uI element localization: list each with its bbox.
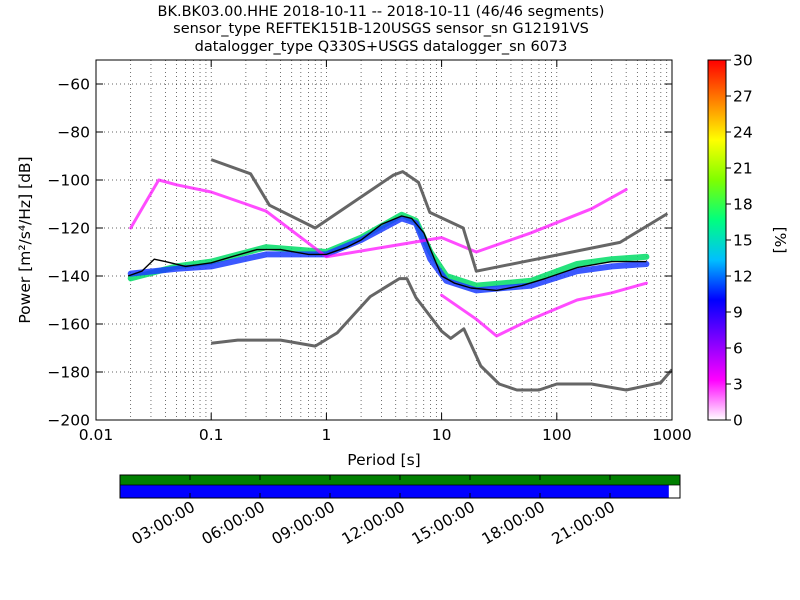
- x-tick-label: 100: [542, 426, 572, 444]
- title-line-2: sensor_type REFTEK151B-120USGS sensor_sn…: [173, 21, 589, 37]
- plot-area: [96, 60, 672, 420]
- histogram-band: [440, 281, 648, 338]
- colorbar: 0 3 6 9 12 15 18 21 24 27 30 [%]: [707, 52, 789, 430]
- timeline-tick-label: 12:00:00: [339, 498, 408, 548]
- y-tick-label: −60: [57, 76, 90, 94]
- timeline-tick-label: 15:00:00: [409, 498, 478, 548]
- y-tick-label: −80: [57, 124, 90, 142]
- colorbar-tick-label: 3: [733, 376, 743, 394]
- timeline-tick-label: 06:00:00: [199, 498, 268, 548]
- colorbar-tick-label: 12: [733, 268, 753, 286]
- x-tick-label: 1: [321, 426, 331, 444]
- timeline-psd-bar: [120, 485, 669, 498]
- series-line: [211, 277, 672, 392]
- timeline-tick-label: 18:00:00: [479, 498, 548, 548]
- x-tick-label: 0.1: [199, 426, 224, 444]
- histogram-band: [129, 178, 628, 259]
- series-line: [127, 215, 647, 292]
- grid-lines: [95, 60, 672, 421]
- colorbar-tick-label: 9: [733, 304, 743, 322]
- timeline-panel: 03:00:00 06:00:00 09:00:00 12:00:00 15:00:00…: [119, 474, 681, 548]
- x-axis-label: Period [s]: [347, 451, 420, 469]
- y-tick-label: −100: [47, 172, 90, 190]
- colorbar-tick-label: 6: [733, 340, 743, 358]
- colorbar-tick-label: 27: [733, 88, 753, 106]
- colorbar-tick-label: 24: [733, 124, 753, 142]
- chart-title: BK.BK03.00.HHE 2018-10-11 -- 2018-10-11 …: [158, 4, 605, 55]
- colorbar-tick-label: 18: [733, 196, 753, 214]
- series-lines: [127, 158, 672, 392]
- x-tick-label: 10: [432, 426, 452, 444]
- colorbar-ticks: 0 3 6 9 12 15 18 21 24 27 30: [726, 52, 753, 430]
- colorbar-tick-label: 30: [733, 52, 753, 70]
- axis-ticks: 0.01 0.1 1 10 100 1000 −60 −80 −100 −120 −140 −160 −…: [47, 60, 692, 444]
- series-line: [210, 158, 669, 273]
- x-tick-label: 1000: [652, 426, 691, 444]
- y-tick-label: −200: [47, 412, 90, 430]
- y-tick-label: −160: [47, 316, 90, 334]
- colorbar-tick-label: 15: [733, 232, 753, 250]
- colorbar-tick-label: 0: [733, 412, 743, 430]
- colorbar-gradient: [707, 59, 727, 421]
- x-tick-label: 0.01: [79, 426, 114, 444]
- colorbar-label: [%]: [771, 227, 789, 254]
- y-axis-label: Power [m²/s⁴/Hz] [dB]: [16, 156, 34, 323]
- colorbar-tick-label: 21: [733, 160, 753, 178]
- timeline-tick-label: 21:00:00: [549, 498, 618, 548]
- title-line-3: datalogger_type Q330S+USGS datalogger_sn…: [195, 39, 568, 55]
- y-tick-label: −180: [47, 364, 90, 382]
- timeline-tick-label: 03:00:00: [129, 498, 198, 548]
- title-line-1: BK.BK03.00.HHE 2018-10-11 -- 2018-10-11 …: [158, 4, 605, 20]
- plot-frame: [95, 59, 673, 421]
- timeline-tick-label: 09:00:00: [269, 498, 338, 548]
- y-tick-label: −120: [47, 220, 90, 238]
- y-tick-label: −140: [47, 268, 90, 286]
